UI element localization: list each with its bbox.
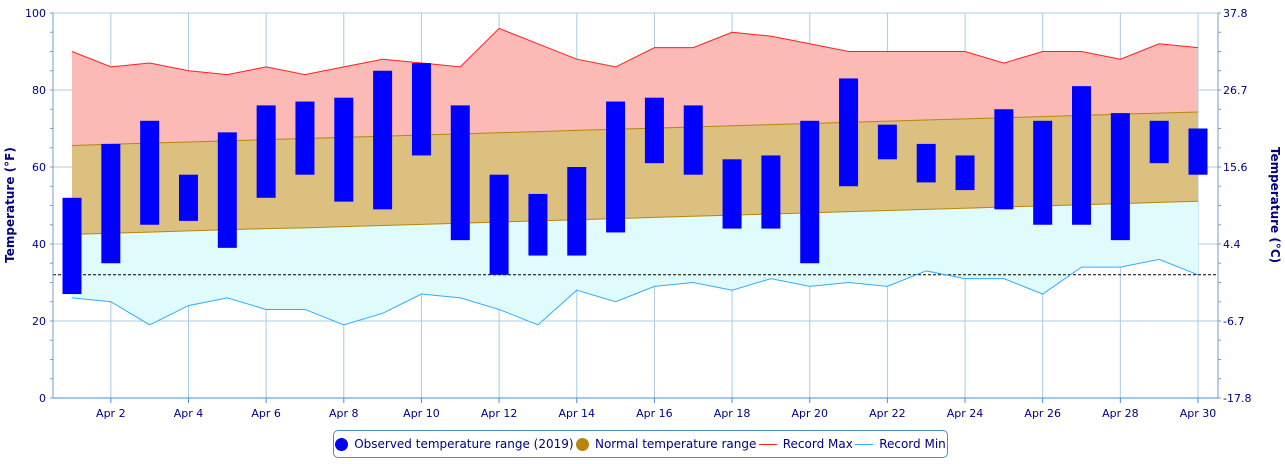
legend-record-max-swatch — [758, 443, 777, 445]
x-tick-label: Apr 20 — [791, 407, 828, 420]
legend-normal-swatch — [575, 437, 589, 451]
axes — [50, 12, 1221, 403]
right-tick-label: 26.7 — [1223, 84, 1248, 97]
legend-record-max-label: Record Max — [782, 437, 853, 451]
observed-bar — [606, 101, 626, 233]
observed-bar — [140, 120, 160, 225]
x-tick-label: Apr 22 — [869, 407, 906, 420]
observed-bar — [1033, 120, 1053, 225]
observed-bar — [334, 97, 354, 202]
left-tick-label: 80 — [32, 84, 46, 97]
observed-bar — [877, 124, 897, 160]
observed-bar — [217, 132, 237, 248]
observed-bar — [256, 105, 276, 198]
observed-bar — [644, 97, 664, 164]
observed-bar — [761, 155, 781, 229]
observed-bar — [722, 159, 742, 229]
observed-bar — [994, 109, 1014, 210]
legend-record-min-swatch — [855, 443, 874, 445]
legend-observed-label: Observed temperature range (2019) — [354, 437, 574, 451]
observed-bar — [1110, 113, 1130, 241]
left-tick-label: 40 — [32, 238, 46, 251]
observed-bar — [489, 174, 509, 275]
observed-bar — [295, 101, 315, 175]
legend-normal-label: Normal temperature range — [594, 437, 757, 451]
right-axis-ticks: -17.8 -6.7 4.4 15.6 26.7 37.8 — [1223, 7, 1251, 405]
left-axis-ticks: 0 20 40 60 80 100 — [25, 7, 46, 405]
legend-item-normal[interactable]: Normal temperature range — [575, 437, 757, 451]
observed-bar — [1072, 86, 1092, 225]
legend-item-record-min[interactable]: Record Min — [855, 437, 946, 451]
observed-bar — [62, 197, 82, 295]
x-tick-label: Apr 4 — [174, 407, 204, 420]
legend-observed-swatch — [335, 437, 349, 451]
legend-item-record-max[interactable]: Record Max — [758, 437, 853, 451]
x-axis-ticks: Apr 2 Apr 4 Apr 6 Apr 8 Apr 10 Apr 12 Apr 14 Ap… — [96, 407, 1216, 420]
normal-range-band — [72, 111, 1198, 235]
observed-bar — [450, 105, 470, 241]
observed-bar — [567, 167, 587, 256]
observed-bar — [1188, 128, 1208, 175]
left-tick-label: 0 — [39, 392, 46, 405]
x-tick-label: Apr 26 — [1024, 407, 1061, 420]
right-tick-label: 15.6 — [1223, 161, 1248, 174]
observed-bar — [839, 78, 859, 187]
x-tick-label: Apr 2 — [96, 407, 126, 420]
x-tick-label: Apr 10 — [403, 407, 440, 420]
observed-bar — [528, 193, 548, 256]
right-tick-label: -17.8 — [1223, 392, 1251, 405]
x-tick-label: Apr 14 — [558, 407, 595, 420]
x-tick-label: Apr 12 — [481, 407, 518, 420]
record-max-band — [72, 28, 1198, 146]
observed-bar — [800, 120, 820, 264]
right-tick-label: -6.7 — [1223, 315, 1244, 328]
observed-bar — [101, 143, 121, 264]
observed-bar — [373, 70, 393, 210]
left-axis-title: Temperature (°F) — [3, 147, 17, 263]
x-tick-label: Apr 6 — [251, 407, 281, 420]
x-tick-label: Apr 18 — [714, 407, 751, 420]
observed-bar — [178, 174, 198, 221]
observed-bar — [1149, 120, 1169, 164]
right-tick-label: 4.4 — [1223, 238, 1241, 251]
shaded-ranges — [71, 28, 1199, 325]
x-tick-label: Apr 24 — [947, 407, 984, 420]
left-tick-label: 100 — [25, 7, 46, 20]
observed-bar — [916, 143, 936, 183]
observed-bars — [62, 63, 1208, 295]
record-min-line — [71, 258, 1199, 326]
left-tick-label: 60 — [32, 161, 46, 174]
right-axis-title: Temperature (°C) — [1268, 147, 1282, 263]
record-lines — [53, 27, 1218, 326]
observed-bar — [411, 63, 431, 156]
left-tick-label: 20 — [32, 315, 46, 328]
right-tick-label: 37.8 — [1223, 7, 1248, 20]
x-tick-label: Apr 28 — [1102, 407, 1139, 420]
legend-item-observed[interactable]: Observed temperature range (2019) — [335, 437, 574, 451]
x-tick-label: Apr 30 — [1180, 407, 1217, 420]
legend-record-min-label: Record Min — [879, 437, 946, 451]
record-min-band — [72, 201, 1198, 325]
observed-bar — [683, 105, 703, 175]
record-max-line — [71, 27, 1199, 76]
chart-legend: Observed temperature range (2019) Normal… — [333, 430, 948, 458]
temperature-chart: 0 20 40 60 80 100 -17.8 -6.7 4.4 15.6 26.7 37.8 Ap… — [3, 7, 1282, 420]
observed-bar — [955, 155, 975, 191]
x-tick-label: Apr 8 — [329, 407, 359, 420]
x-tick-label: Apr 16 — [636, 407, 673, 420]
